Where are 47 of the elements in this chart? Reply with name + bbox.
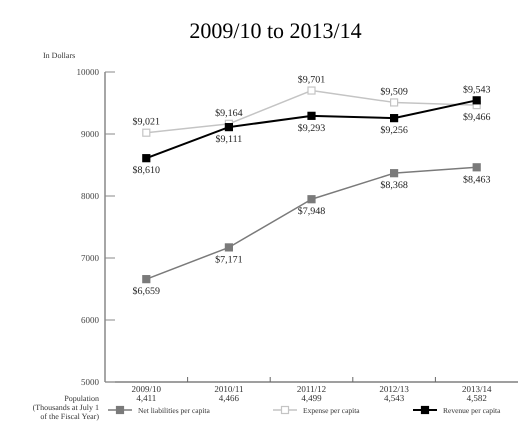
data-label: $9,466 — [462, 112, 490, 124]
point — [142, 154, 150, 162]
data-label: $6,659 — [132, 286, 160, 298]
text: 4,499 — [301, 393, 322, 403]
point — [390, 98, 398, 107]
point — [390, 169, 398, 178]
text: 4,411 — [136, 393, 156, 403]
point — [142, 128, 150, 137]
text: 4,543 — [384, 393, 405, 403]
x-tick-label: 2012/13 — [379, 384, 410, 394]
data-label: $9,164 — [215, 108, 243, 119]
point — [472, 96, 481, 104]
y-tick-label: 7000 — [81, 253, 100, 263]
text: 4,582 — [466, 393, 487, 403]
data-label: $7,171 — [215, 254, 243, 266]
x-tick-label: 2013/14 — [462, 384, 492, 394]
point — [307, 86, 316, 95]
point — [307, 195, 316, 204]
data-label: $8,610 — [132, 165, 160, 176]
data-label: $9,021 — [132, 116, 160, 128]
point — [224, 123, 233, 132]
data-label: $9,509 — [380, 86, 408, 98]
y-tick-label: 10000 — [76, 67, 100, 77]
point — [472, 163, 481, 172]
data-label: $8,368 — [380, 180, 408, 192]
point — [142, 275, 150, 284]
point — [307, 112, 316, 120]
data-label: $9,256 — [380, 125, 408, 136]
y-tick-label: 6000 — [81, 315, 100, 325]
y-axis-title: In Dollars — [43, 51, 76, 60]
x-tick-label: 2011/12 — [296, 384, 326, 394]
point — [224, 243, 233, 252]
data-label: $7,948 — [298, 206, 326, 218]
data-label: $9,111 — [216, 134, 242, 146]
data-label: $9,293 — [298, 122, 326, 134]
text: Population (Thousands at July 1 of the Fiscal Year) — [32, 394, 100, 421]
x-tick-label: 2010/11 — [214, 384, 244, 394]
text: 4,466 — [218, 393, 240, 403]
y-tick-label: 9000 — [81, 129, 100, 139]
y-tick-label: 5000 — [81, 377, 100, 387]
chart-title: 2009/10 to 2013/14 — [189, 18, 362, 43]
point — [390, 114, 398, 122]
data-label: $9,543 — [462, 84, 490, 96]
y-tick-label: 8000 — [81, 191, 100, 201]
x-tick-label: 2009/10 — [132, 384, 162, 394]
data-label: $9,701 — [298, 74, 326, 86]
data-label: $8,463 — [462, 174, 490, 186]
